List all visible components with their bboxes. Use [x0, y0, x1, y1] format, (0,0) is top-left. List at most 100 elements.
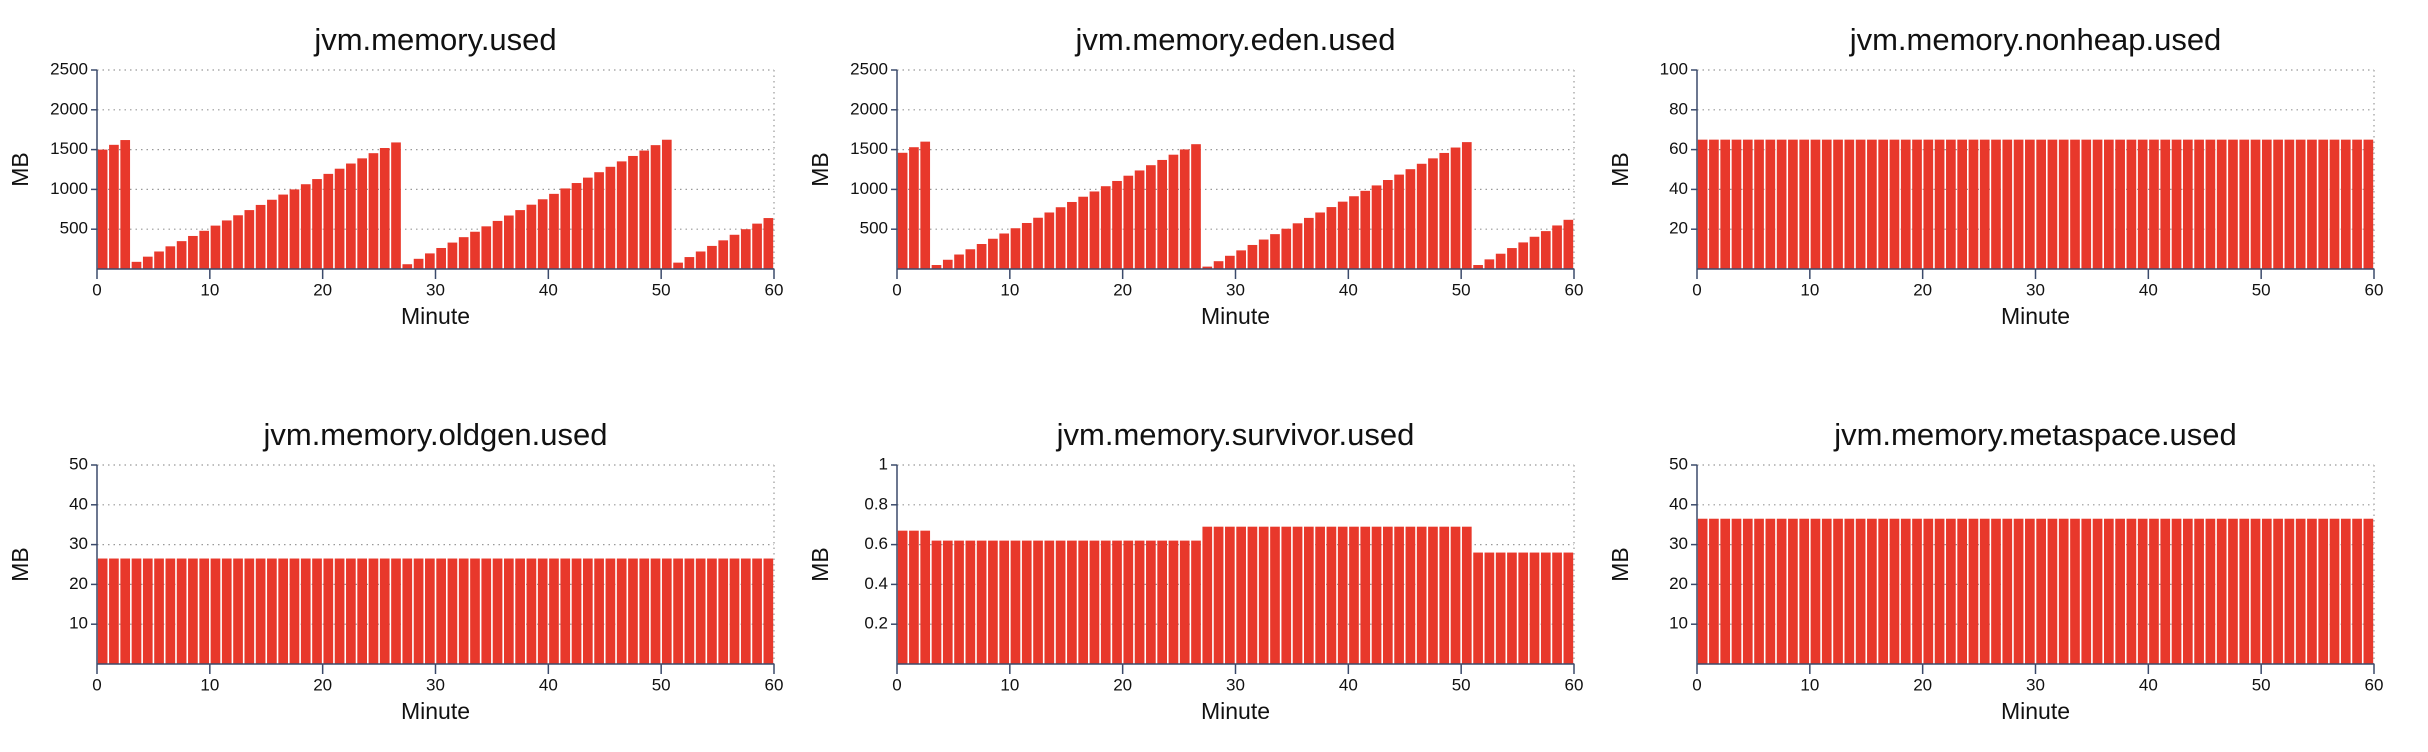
bar	[1495, 253, 1506, 269]
bar	[1821, 518, 1832, 664]
bar	[346, 558, 356, 664]
bar	[2149, 139, 2159, 269]
bar	[2194, 139, 2204, 269]
bar	[1518, 242, 1529, 269]
x-tick-label: 0	[892, 280, 901, 299]
bar	[1529, 552, 1540, 664]
bar	[2104, 518, 2114, 664]
x-tick-label: 10	[1800, 280, 1819, 299]
bar	[1742, 139, 1753, 269]
bar	[97, 558, 108, 664]
bar	[1258, 239, 1269, 269]
x-axis-label: Minute	[1201, 698, 1270, 724]
bar	[763, 558, 774, 664]
bar	[2047, 518, 2058, 664]
bar	[233, 558, 243, 664]
bar	[763, 218, 774, 269]
bar	[1146, 165, 1156, 269]
bar	[695, 558, 706, 664]
bar	[729, 558, 740, 664]
x-tick-label: 0	[92, 280, 101, 299]
bar	[2329, 518, 2340, 664]
bar	[1157, 159, 1167, 269]
y-tick-label: 20	[1669, 219, 1688, 238]
y-tick-label: 500	[60, 219, 88, 238]
bar	[221, 220, 232, 269]
bar	[1991, 518, 2001, 664]
bar	[965, 249, 976, 269]
bar	[1889, 139, 1900, 269]
bar	[1033, 540, 1043, 664]
y-axis-label: MB	[807, 152, 833, 187]
bar	[109, 558, 119, 664]
bar	[639, 558, 650, 664]
bar	[470, 231, 480, 269]
bar	[2261, 139, 2272, 269]
y-tick-label: 2000	[50, 99, 88, 118]
bar	[244, 558, 255, 664]
bar	[1067, 201, 1077, 269]
bar	[142, 558, 153, 664]
bar	[684, 257, 695, 269]
bar	[1900, 518, 1911, 664]
bar	[1912, 518, 1922, 664]
bar	[131, 558, 142, 664]
bar	[942, 259, 953, 269]
bar	[2092, 139, 2103, 269]
chart-panel: 10 20 30 40 50 0 10 20 30 40 50 60 jvm.memory.oldgen…	[7, 417, 783, 724]
bar	[1968, 518, 1979, 664]
bar	[1878, 518, 1889, 664]
bar	[515, 558, 525, 664]
bar	[481, 226, 492, 269]
y-tick-label: 20	[1669, 574, 1688, 593]
y-tick-label: 1	[879, 454, 888, 473]
bar	[965, 540, 976, 664]
bar	[1810, 139, 1821, 269]
bar	[2284, 518, 2295, 664]
bar	[684, 558, 695, 664]
x-tick-label: 20	[1113, 280, 1132, 299]
bar	[2013, 139, 2024, 269]
bar	[537, 558, 548, 664]
bar	[1304, 526, 1314, 664]
x-tick-label: 10	[1800, 675, 1819, 694]
bar	[1010, 540, 1021, 664]
bar	[1979, 139, 1990, 269]
bar	[1021, 222, 1032, 269]
bar	[2273, 518, 2283, 664]
bar	[1799, 518, 1810, 664]
chart-title: jvm.memory.oldgen.used	[262, 417, 607, 452]
chart-panel: 500 1000 1500 2000 2500 0 10 20 30 40 50 60 jvm.memo…	[807, 22, 1583, 329]
bar	[1236, 526, 1246, 664]
bar	[2115, 139, 2125, 269]
bar	[1946, 518, 1956, 664]
bar	[176, 241, 187, 269]
bar	[897, 530, 908, 664]
bar	[1304, 217, 1314, 269]
bar	[628, 558, 638, 664]
bar	[1270, 234, 1280, 269]
bar	[1213, 526, 1224, 664]
bar	[1946, 139, 1956, 269]
bar	[2047, 139, 2058, 269]
bar	[368, 153, 379, 269]
bar	[2115, 518, 2125, 664]
bar	[752, 558, 762, 664]
bar	[1507, 552, 1517, 664]
bar	[357, 158, 367, 269]
bar	[1867, 518, 1877, 664]
chart-title: jvm.memory.survivor.used	[1056, 417, 1415, 452]
x-tick-label: 0	[92, 675, 101, 694]
bar	[2295, 518, 2306, 664]
bar	[2081, 139, 2092, 269]
bar	[379, 558, 390, 664]
bar	[379, 148, 390, 269]
bar	[1788, 139, 1798, 269]
y-tick-label: 0.8	[864, 494, 888, 513]
x-tick-label: 40	[539, 280, 558, 299]
bar	[2363, 139, 2374, 269]
bar	[594, 558, 604, 664]
bar	[2307, 139, 2317, 269]
bar	[976, 244, 987, 269]
